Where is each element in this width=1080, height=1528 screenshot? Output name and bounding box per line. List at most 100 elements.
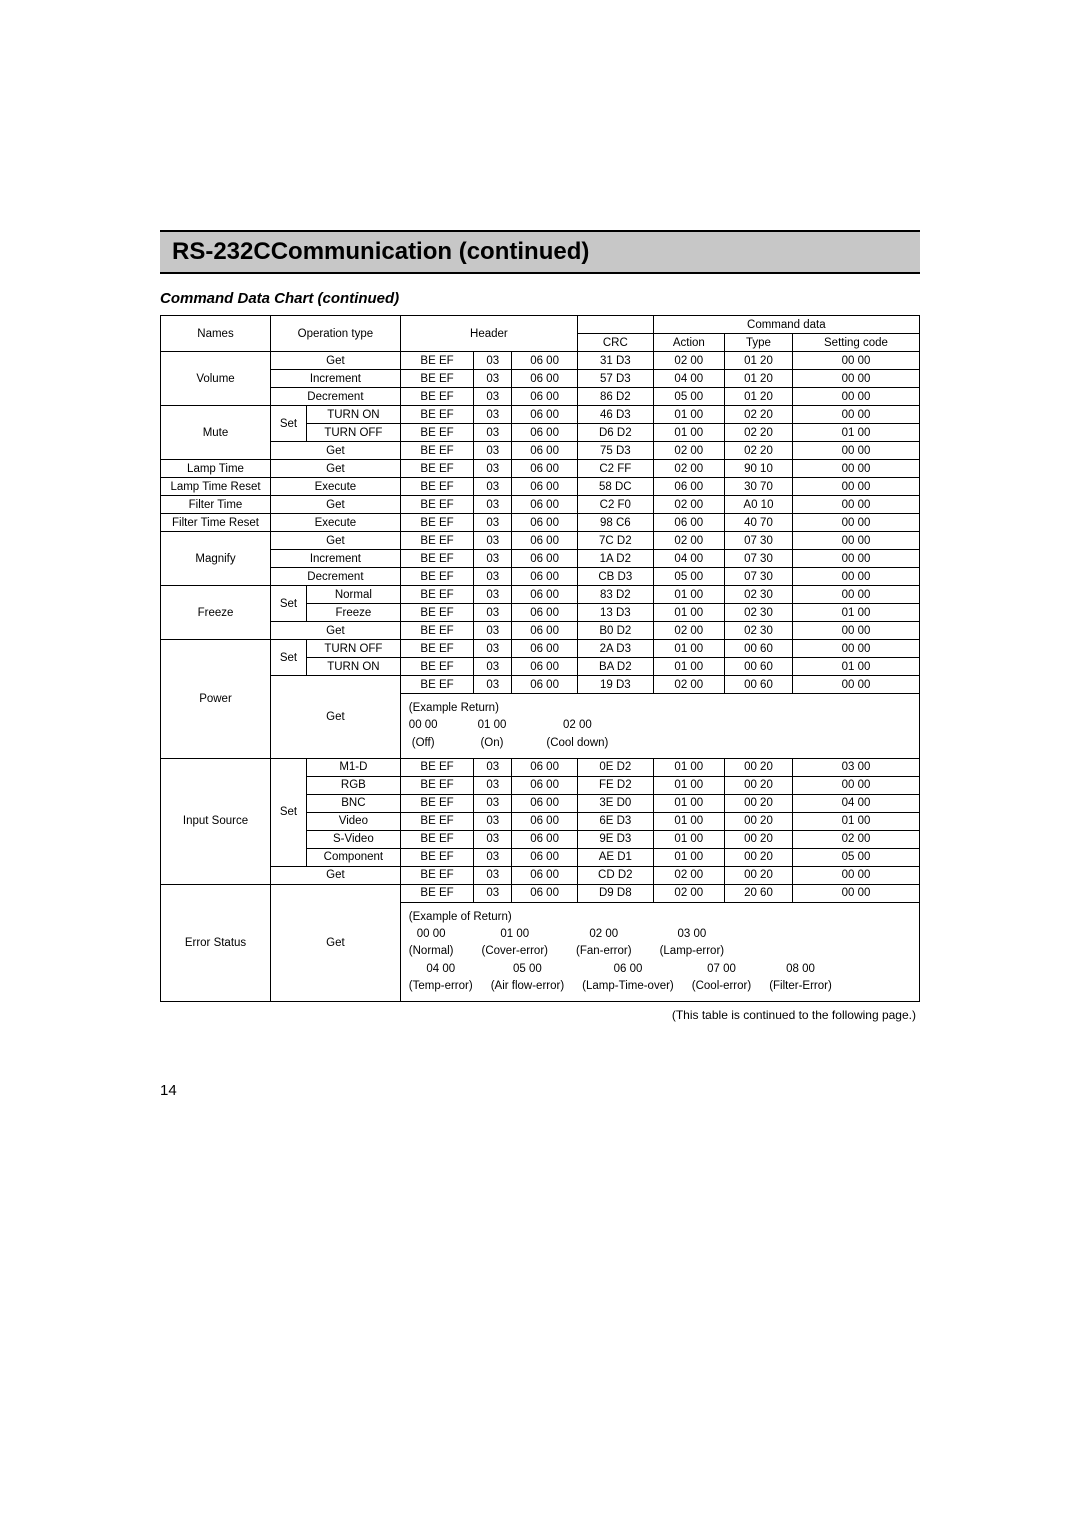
cell: BE EF xyxy=(400,406,474,424)
cell: 03 xyxy=(474,424,512,442)
op-set: Set xyxy=(271,406,307,442)
err-r1-3a: 03 00 xyxy=(660,926,725,943)
error-example: (Example of Return) 00 00(Normal) 01 00(… xyxy=(400,902,919,1001)
cell: 07 30 xyxy=(724,532,792,550)
cell: 01 00 xyxy=(653,586,724,604)
cell: 00 60 xyxy=(724,640,792,658)
pwr-ex-c1b: (Off) xyxy=(409,735,438,752)
name-power: Power xyxy=(161,640,271,759)
cell: 02 00 xyxy=(653,532,724,550)
cell: 03 xyxy=(474,794,512,812)
name-filttime: Filter Time xyxy=(161,496,271,514)
cell: BE EF xyxy=(400,460,474,478)
op-component: Component xyxy=(306,848,400,866)
cell: 03 xyxy=(474,388,512,406)
command-data-table: Names Operation type Header Command data… xyxy=(160,315,920,1002)
cell: 00 00 xyxy=(792,496,919,514)
cell: 04 00 xyxy=(653,550,724,568)
cell: CB D3 xyxy=(577,568,653,586)
err-r1-3b: (Lamp-error) xyxy=(660,943,725,960)
cell: 03 xyxy=(474,812,512,830)
col-optype: Operation type xyxy=(271,316,401,352)
cell: 03 xyxy=(474,758,512,776)
op-get: Get xyxy=(271,352,401,370)
name-magnify: Magnify xyxy=(161,532,271,586)
cell: BE EF xyxy=(400,478,474,496)
cell: 00 00 xyxy=(792,478,919,496)
cell: 05 00 xyxy=(653,568,724,586)
cell: 03 xyxy=(474,478,512,496)
pwr-ex-c2b: (On) xyxy=(478,735,507,752)
subtitle-cont: (continued) xyxy=(318,290,400,307)
cell: 19 D3 xyxy=(577,676,653,694)
cell: 06 00 xyxy=(512,550,578,568)
op-get: Get xyxy=(271,460,401,478)
cell: 46 D3 xyxy=(577,406,653,424)
cell: 02 30 xyxy=(724,586,792,604)
cell: 06 00 xyxy=(512,622,578,640)
cell: 6E D3 xyxy=(577,812,653,830)
section-subtitle: Command Data Chart (continued) xyxy=(160,290,920,307)
cell: 06 00 xyxy=(512,514,578,532)
cell: 05 00 xyxy=(792,848,919,866)
cell: 03 xyxy=(474,586,512,604)
cell: 9E D3 xyxy=(577,830,653,848)
name-volume: Volume xyxy=(161,352,271,406)
cell: C2 F0 xyxy=(577,496,653,514)
cell: 03 00 xyxy=(792,758,919,776)
cell: BE EF xyxy=(400,866,474,884)
cell: 3E D0 xyxy=(577,794,653,812)
cell: D9 D8 xyxy=(577,884,653,902)
cell: 00 00 xyxy=(792,622,919,640)
cell: 06 00 xyxy=(512,812,578,830)
op-freeze: Freeze xyxy=(306,604,400,622)
cell: C2 FF xyxy=(577,460,653,478)
cell: 06 00 xyxy=(653,478,724,496)
power-example-title: (Example Return) xyxy=(409,700,911,717)
cell: 01 00 xyxy=(792,812,919,830)
cell: A0 10 xyxy=(724,496,792,514)
err-r2-3a: 07 00 xyxy=(692,961,751,978)
cell: BE EF xyxy=(400,568,474,586)
name-input: Input Source xyxy=(161,758,271,884)
cell: 00 00 xyxy=(792,568,919,586)
cell: 00 00 xyxy=(792,352,919,370)
cell: 02 00 xyxy=(653,442,724,460)
cell: 06 00 xyxy=(512,460,578,478)
cell: 00 00 xyxy=(792,676,919,694)
cell: 00 00 xyxy=(792,370,919,388)
cell: 20 60 xyxy=(724,884,792,902)
cell: FE D2 xyxy=(577,776,653,794)
cell: 01 00 xyxy=(792,424,919,442)
cell: BE EF xyxy=(400,884,474,902)
cell: 06 00 xyxy=(512,370,578,388)
cell: BA D2 xyxy=(577,658,653,676)
op-off: TURN OFF xyxy=(306,424,400,442)
cell: 02 30 xyxy=(724,604,792,622)
cell: 06 00 xyxy=(512,848,578,866)
pwr-ex-c2a: 01 00 xyxy=(478,717,507,734)
cell: 03 xyxy=(474,460,512,478)
cell: 75 D3 xyxy=(577,442,653,460)
cell: 00 00 xyxy=(792,388,919,406)
cell: 03 xyxy=(474,370,512,388)
cell: 03 xyxy=(474,866,512,884)
cell: BE EF xyxy=(400,604,474,622)
cell: 03 xyxy=(474,658,512,676)
op-get: Get xyxy=(271,622,401,640)
pwr-ex-c3b: (Cool down) xyxy=(546,735,608,752)
cell: 02 00 xyxy=(653,676,724,694)
cell: 00 00 xyxy=(792,550,919,568)
cell: 00 00 xyxy=(792,406,919,424)
err-r1-1b: (Cover-error) xyxy=(482,943,548,960)
cell: 06 00 xyxy=(512,388,578,406)
cell: 06 00 xyxy=(512,568,578,586)
name-freeze: Freeze xyxy=(161,586,271,640)
op-exec: Execute xyxy=(271,478,401,496)
err-r1-0b: (Normal) xyxy=(409,943,454,960)
cell: 00 00 xyxy=(792,776,919,794)
cell: 02 00 xyxy=(653,884,724,902)
cell: 01 00 xyxy=(792,604,919,622)
cell: 03 xyxy=(474,848,512,866)
op-dec: Decrement xyxy=(271,388,401,406)
